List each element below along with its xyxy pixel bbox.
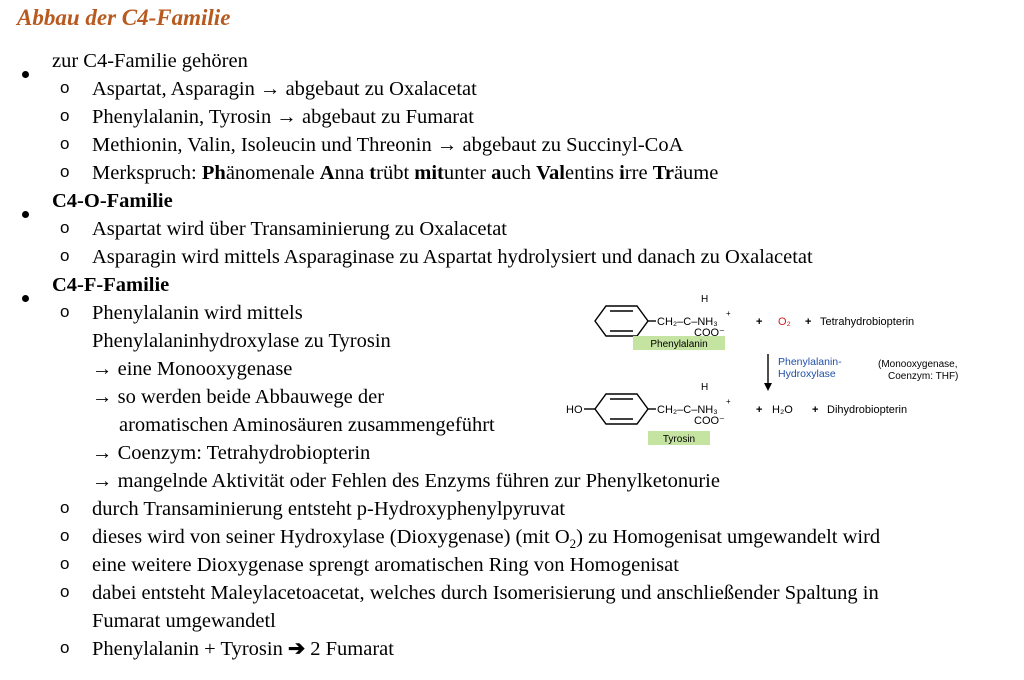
mnemonic-part: a [491, 162, 502, 184]
phe-chain: CH₂–C–NH₃ [657, 316, 718, 328]
list-item: Asparagin wird mittels Asparaginase zu A… [92, 246, 813, 268]
dihydrobiopterin: Dihydrobiopterin [827, 404, 907, 416]
arrowhead-icon [764, 383, 772, 391]
circle-bullet-icon: o [60, 582, 70, 601]
sub-item: → so werden beide Abbauwege der [92, 386, 385, 408]
reaction-figure: CH₂–C–NH₃ + H COO⁻ + O₂ + Tetrahydrobiop… [566, 294, 958, 445]
bullet-icon [22, 71, 29, 78]
plus-sign: + [756, 316, 762, 328]
list-item: eine weitere Dioxygenase sprengt aromati… [92, 554, 679, 576]
arrow-icon: → [259, 78, 281, 100]
mnemonic-part: unter [443, 162, 492, 184]
arrow-icon: → [92, 386, 113, 408]
bullet-icon [22, 295, 29, 302]
charge-sign: + [726, 397, 731, 406]
mnemonic-part: t [369, 162, 377, 184]
tyr-chain: CH₂–C–NH₃ [657, 404, 718, 416]
phe-label: Phenylalanin [650, 339, 707, 350]
charge-sign: + [726, 309, 731, 318]
sec2-label: C4-O-Familie [52, 190, 173, 212]
benzene-ring-icon [594, 305, 649, 337]
plus-sign: + [812, 404, 818, 416]
arrow-icon: → [92, 470, 113, 492]
list-item: Methionin, Valin, Isoleucin und Threonin… [92, 134, 684, 156]
sec3-label: C4-F-Familie [52, 274, 170, 296]
sec1-label: zur C4-Familie gehören [52, 50, 248, 72]
list-item-cont: Phenylalaninhydroxylase zu Tyrosin [92, 330, 391, 352]
mnemonic-part: Tr [652, 162, 674, 184]
list-item: Phenylalanin wird mittels [92, 302, 303, 324]
circle-bullet-icon: o [60, 106, 70, 125]
label-background [648, 431, 710, 445]
circle-bullet-icon: o [60, 218, 70, 237]
mnemonic-part: äume [673, 162, 719, 184]
circle-bullet-icon: o [60, 498, 70, 517]
circle-bullet-icon: o [60, 246, 70, 265]
mnemonic-part: nna [334, 162, 370, 184]
benzene-ring-icon [594, 393, 649, 425]
circle-bullet-icon: o [60, 526, 70, 545]
circle-bullet-icon: o [60, 134, 70, 153]
list-item: Phenylalanin, Tyrosin → abgebaut zu Fuma… [92, 106, 474, 128]
label-background [633, 336, 725, 350]
list-item: dabei entsteht Maleylacetoacetat, welche… [92, 582, 879, 604]
arrow-icon: → [92, 442, 113, 464]
plus-sign: + [805, 316, 811, 328]
arrow-icon: → [92, 358, 113, 380]
mnemonic-part: mit [414, 162, 444, 184]
mnemonic-part: i [619, 162, 625, 184]
circle-bullet-icon: o [60, 78, 70, 97]
circle-bullet-icon: o [60, 302, 70, 321]
water: H₂O [772, 404, 793, 416]
note-line1: (Monooxygenase, [878, 359, 958, 370]
tyr-label: Tyrosin [663, 434, 695, 445]
note-line2: Coenzym: THF) [888, 371, 958, 382]
list-item-cont: Fumarat umgewandetl [92, 610, 276, 632]
list-item: Aspartat, Asparagin → abgebaut zu Oxalac… [92, 78, 477, 100]
list-item: dieses wird von seiner Hydroxylase (Diox… [92, 526, 881, 552]
hydroxyl-group: HO [566, 404, 583, 416]
tetrahydrobiopterin: Tetrahydrobiopterin [820, 316, 914, 328]
mnemonic-part: rübt [376, 162, 415, 184]
mnemonic-part: uch [501, 162, 537, 184]
enzyme-line1: Phenylalanin- [778, 356, 842, 368]
mnemonic-part: rre [624, 162, 653, 184]
h-atom: H [701, 294, 708, 305]
list-item: Aspartat wird über Transaminierung zu Ox… [92, 218, 508, 240]
circle-bullet-icon: o [60, 554, 70, 573]
sub-item-cont: aromatischen Aminosäuren zusammengeführt [119, 414, 495, 436]
arrow-icon: → [276, 106, 297, 128]
mnemonic: Merkspruch: Phänomenale Anna trübt mitun… [92, 162, 719, 184]
enzyme-line2: Hydroxylase [778, 368, 836, 380]
sub-item: → Coenzym: Tetrahydrobiopterin [92, 442, 371, 464]
h-atom: H [701, 382, 708, 393]
sub-item: → eine Monooxygenase [92, 358, 293, 380]
mnemonic-part: änomenale [225, 162, 320, 184]
mnemonic-part: entins [565, 162, 620, 184]
bullet-icon [22, 211, 29, 218]
bold-arrow-icon: ➔ [287, 638, 306, 660]
list-item: Phenylalanin + Tyrosin ➔ 2 Fumarat [92, 638, 394, 660]
circle-bullet-icon: o [60, 162, 70, 181]
plus-sign: + [756, 404, 762, 416]
oxygen: O₂ [778, 316, 791, 328]
arrow-icon: → [436, 134, 458, 156]
circle-bullet-icon: o [60, 638, 70, 657]
mnemonic-part: A [319, 162, 335, 184]
mnemonic-part: Val [536, 162, 565, 184]
carboxylate: COO⁻ [694, 415, 725, 427]
sub-item: → mangelnde Aktivität oder Fehlen des En… [92, 470, 720, 492]
mnemonic-part: Ph [201, 162, 226, 184]
list-item: durch Transaminierung entsteht p-Hydroxy… [92, 498, 566, 520]
page-title: Abbau der C4-Familie [17, 5, 231, 30]
